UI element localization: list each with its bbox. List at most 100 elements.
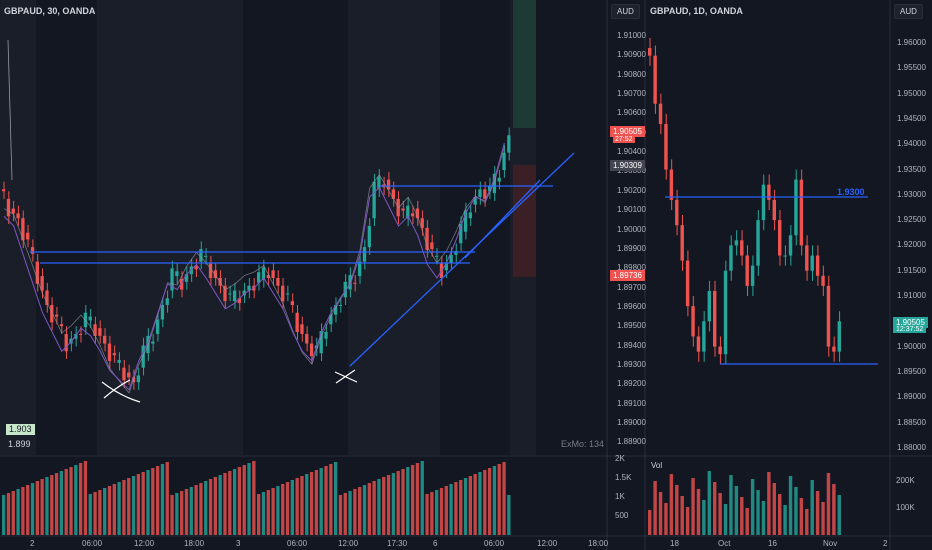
left-price-tag: 1.89736 (610, 270, 645, 281)
left-volume-bar (151, 468, 155, 535)
left-volume-bar (136, 474, 141, 535)
left-volume-bar (468, 476, 473, 535)
left-volume-bar (155, 466, 160, 535)
left-volume-bar (50, 475, 54, 535)
left-candle (285, 293, 290, 295)
left-price-tick: 1.90600 (617, 108, 646, 118)
left-volume-bar (487, 468, 492, 535)
left-candle (386, 179, 391, 190)
left-volume-bar (473, 474, 477, 535)
right-candle (685, 260, 690, 307)
left-volume-bar (252, 461, 256, 535)
left-volume-bar (377, 479, 381, 535)
right-price-tick: 1.88000 (897, 442, 926, 452)
right-candle (713, 290, 717, 347)
right-candle (805, 245, 809, 271)
left-volume-tick: 500 (615, 511, 629, 520)
left-candle (257, 272, 261, 283)
left-candle (199, 249, 203, 262)
left-volume-bar (396, 471, 400, 535)
left-volume-bar (435, 490, 439, 535)
right-volume-tick: 100K (896, 503, 915, 512)
right-candle (778, 220, 782, 256)
left-volume-bar (324, 466, 328, 535)
left-candle (362, 247, 367, 262)
left-candle (420, 218, 424, 228)
left-volume-bar (232, 469, 237, 535)
left-volume-bar (21, 487, 25, 535)
left-volume-bar (54, 473, 59, 535)
right-candle (718, 346, 722, 355)
left-candle (151, 341, 155, 344)
left-volume-bar (146, 470, 150, 535)
left-volume-bar (367, 483, 371, 535)
left-volume-bar (141, 472, 145, 535)
left-candle (430, 242, 434, 250)
right-candle (837, 321, 841, 352)
left-price-tick: 1.89100 (617, 398, 646, 408)
left-candle (358, 261, 362, 277)
left-volume-bar (218, 475, 222, 535)
left-price-tick: 1.88900 (617, 437, 646, 447)
left-candle (353, 282, 357, 284)
right-currency-button[interactable]: AUD (894, 4, 923, 19)
left-candle (16, 213, 20, 219)
left-volume-bar (247, 463, 251, 535)
left-candle (2, 189, 6, 192)
left-volume-bar (165, 462, 169, 535)
right-volume-bar (810, 480, 814, 535)
left-time-tick: 06:00 (82, 539, 103, 548)
left-candle (391, 189, 396, 199)
left-candle (45, 290, 49, 305)
right-price-tick: 1.89500 (897, 366, 926, 376)
right-candle (788, 235, 793, 256)
left-price-tag: 1.90309 (610, 160, 645, 171)
left-volume-bar (107, 486, 112, 535)
left-volume-bar (463, 478, 468, 535)
left-candle (507, 135, 511, 153)
left-volume-bar (391, 473, 396, 535)
left-volume-bar (40, 479, 44, 535)
left-volume-bar (11, 491, 15, 535)
right-price-tick: 1.92000 (897, 240, 926, 250)
left-candle (180, 278, 184, 290)
left-candle (141, 345, 145, 368)
left-volume-bar (199, 483, 203, 535)
left-candle (11, 208, 15, 214)
right-price-tick: 1.90000 (897, 341, 926, 351)
left-volume-bar (459, 480, 463, 535)
left-price-tick: 1.89600 (617, 301, 646, 311)
left-symbol-title: GBPAUD, 30, OANDA (4, 6, 96, 16)
session-shade (97, 0, 243, 455)
left-volume-bar (348, 491, 352, 535)
left-candle (21, 218, 25, 241)
left-candle (290, 301, 294, 305)
right-candle (740, 240, 744, 256)
right-volume-bar (756, 490, 760, 535)
left-candle (309, 343, 314, 357)
left-candle (329, 314, 333, 325)
moving-average-line (3, 146, 505, 394)
right-price-tick: 1.91000 (897, 291, 926, 300)
right-volume-bar (788, 476, 793, 535)
right-candle (669, 169, 674, 200)
left-volume-tick: 1.5K (615, 473, 632, 482)
left-volume-bar (386, 475, 391, 535)
left-volume-bar (74, 465, 78, 535)
left-candle (232, 290, 237, 302)
left-volume-bar (26, 485, 30, 535)
left-candle (406, 205, 410, 219)
left-volume-bar (30, 483, 35, 535)
left-candle (487, 185, 492, 192)
right-volume-bar (783, 505, 787, 535)
left-volume-bar (6, 493, 11, 535)
left-candle (492, 173, 497, 194)
right-price-tick: 1.88500 (897, 417, 926, 427)
right-volume-bar (691, 478, 695, 535)
left-volume-bar (261, 492, 266, 535)
right-price-tick: 1.94500 (897, 113, 926, 123)
left-time-tick: 18:00 (588, 539, 609, 548)
left-currency-button[interactable]: AUD (611, 4, 640, 19)
right-price-tick: 1.92500 (897, 215, 926, 225)
